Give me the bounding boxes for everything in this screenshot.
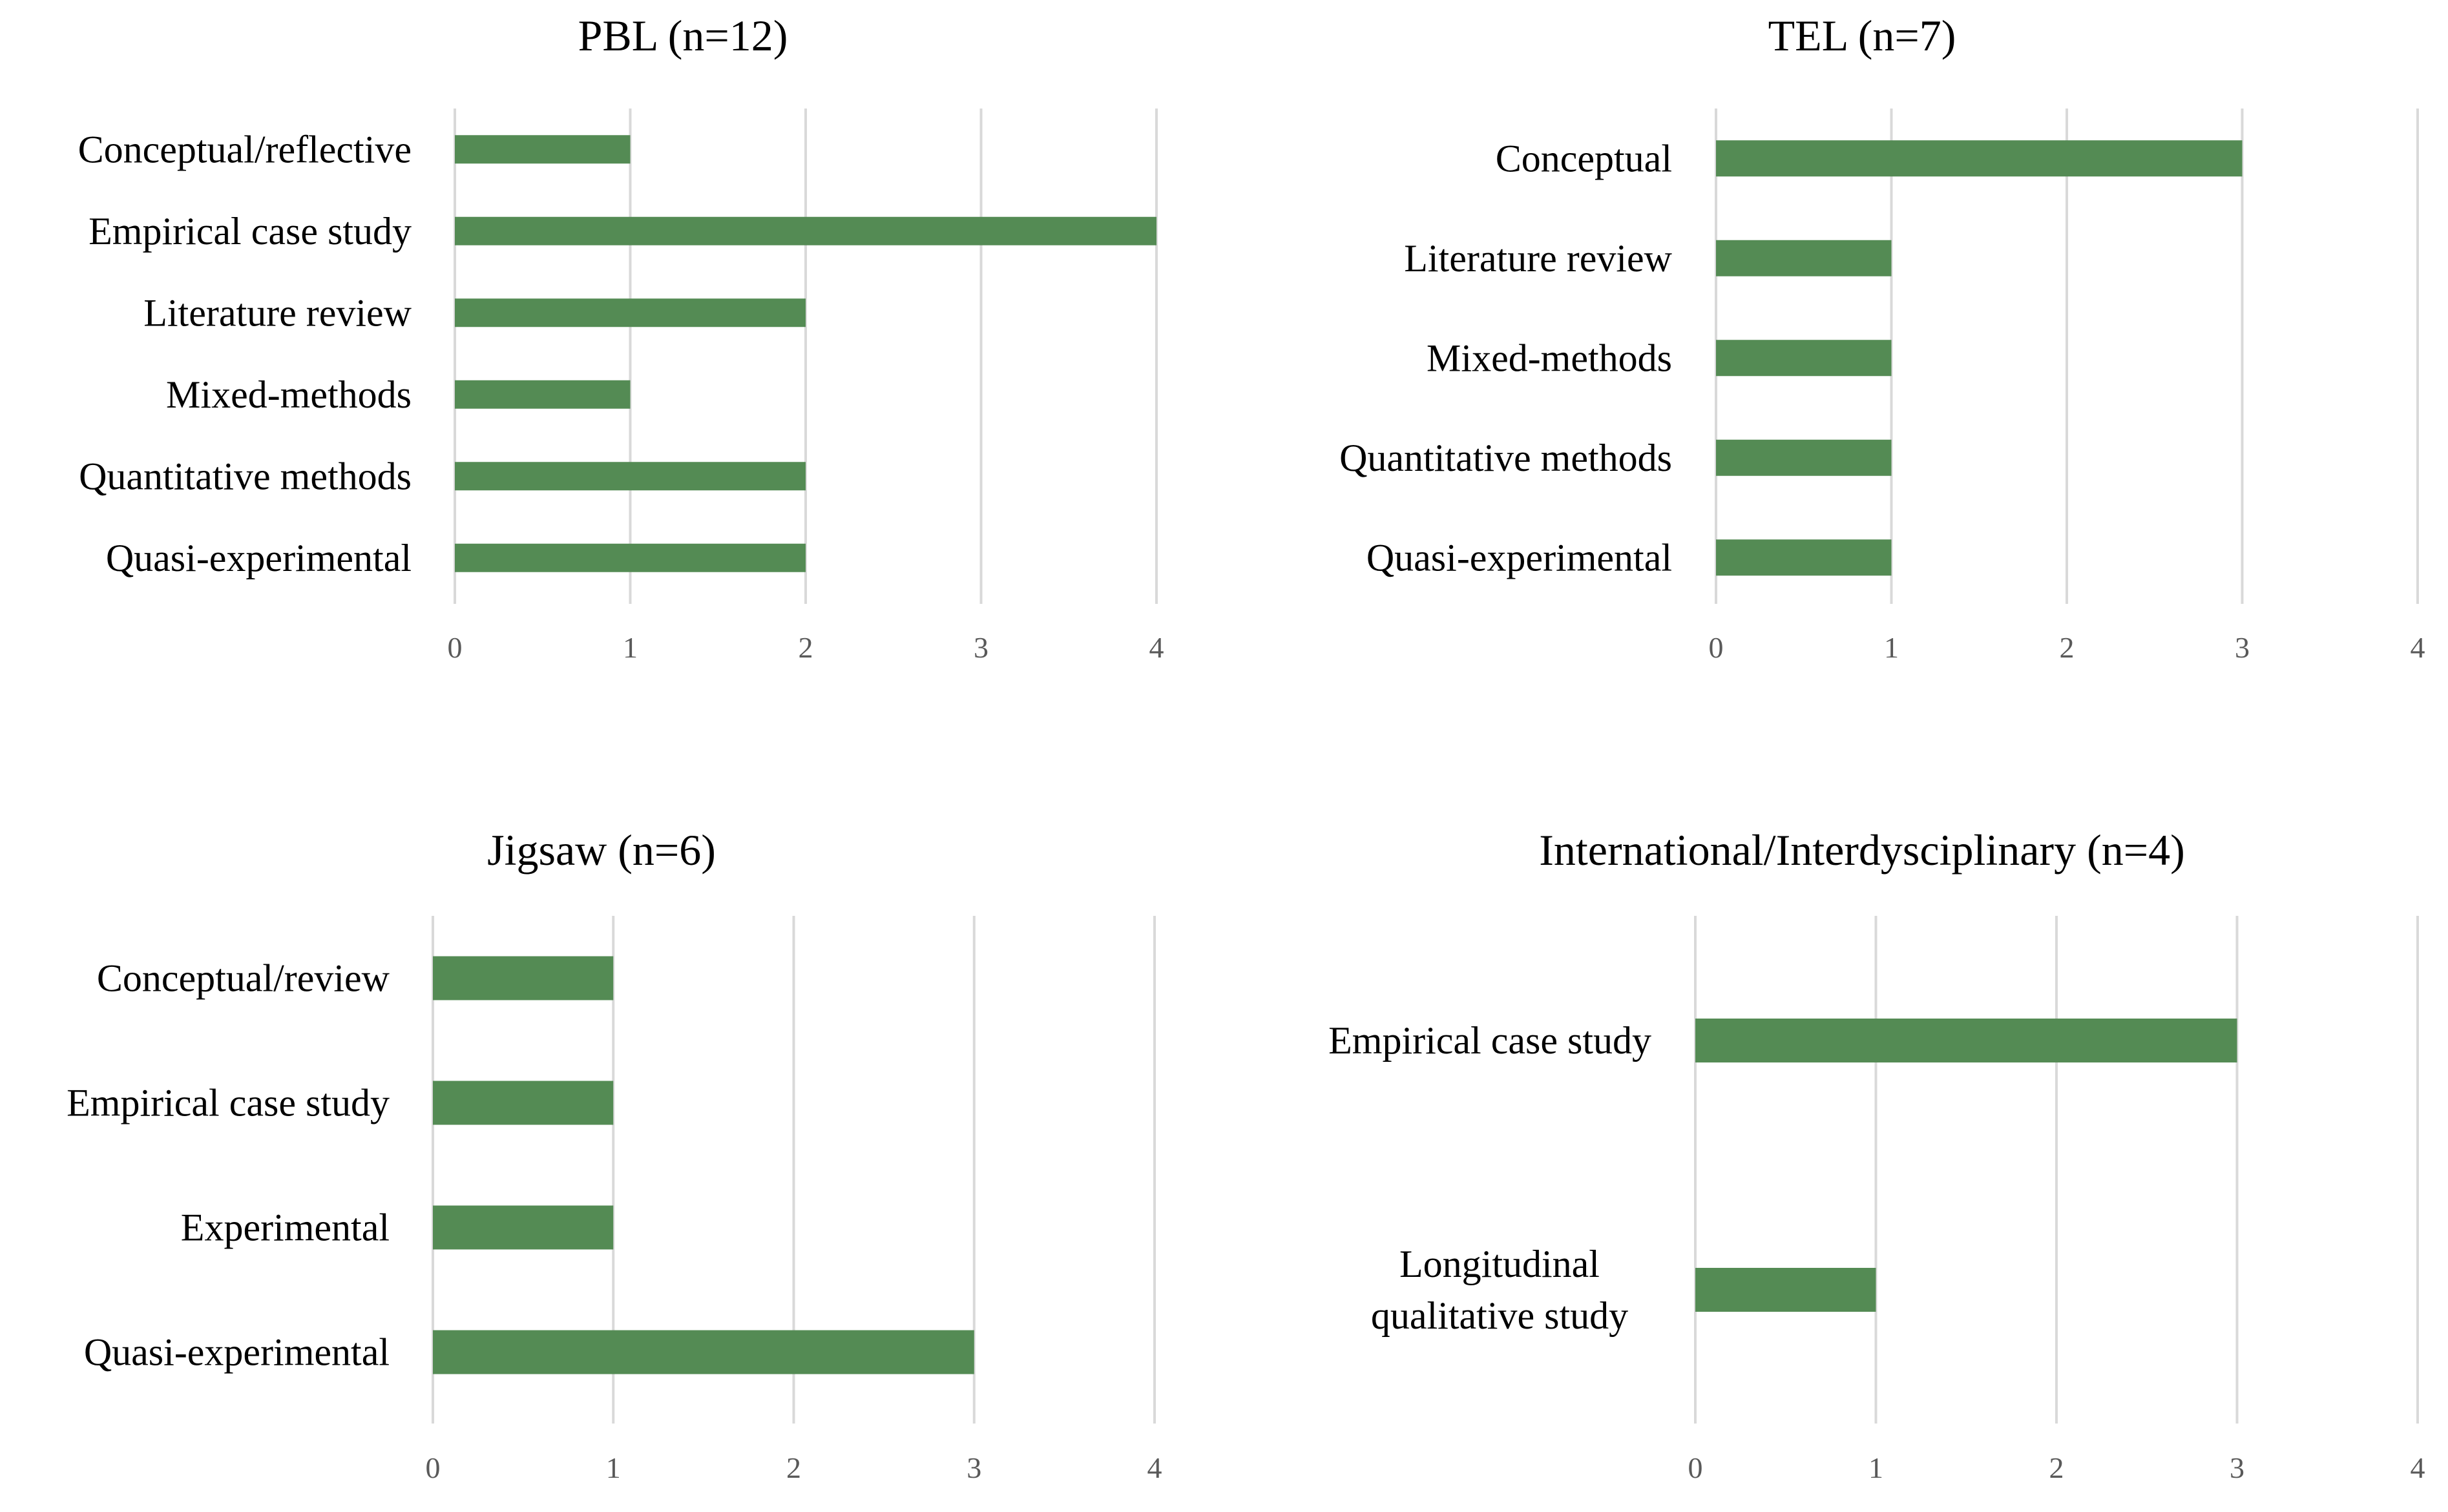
x-tick-label: 3 <box>2235 631 2250 664</box>
chart-panel-3: Jigsaw (n=6) 0 1 2 3 4 Conceptual/review Empiri… <box>67 825 1162 1484</box>
bar <box>1716 240 1892 276</box>
x-tick-label: 3 <box>2230 1451 2244 1484</box>
chart-title: International/Interdysciplinary (n=4) <box>1539 825 2184 875</box>
x-tick-label: 3 <box>974 631 989 664</box>
category-label: Quantitative methods <box>79 455 412 497</box>
category-label: Literature review <box>143 291 412 334</box>
category-label: Conceptual <box>1496 137 1672 180</box>
x-tick-label: 0 <box>1688 1451 1703 1484</box>
bar <box>455 216 1156 245</box>
bar <box>1716 439 1892 476</box>
x-tick-label: 3 <box>967 1451 981 1484</box>
x-tick-label: 2 <box>2060 631 2075 664</box>
x-tick-label: 0 <box>1709 631 1724 664</box>
x-tick-label: 0 <box>426 1451 441 1484</box>
x-tick-label: 4 <box>1149 631 1164 664</box>
x-tick-label: 2 <box>786 1451 801 1484</box>
x-tick-label: 4 <box>2411 1451 2425 1484</box>
bar <box>433 1081 614 1125</box>
x-tick-label: 1 <box>606 1451 621 1484</box>
x-tick-label: 1 <box>1868 1451 1883 1484</box>
category-label: Quasi-experimental <box>1366 536 1672 579</box>
category-label: Quantitative methods <box>1339 437 1672 479</box>
bar <box>1716 140 2243 177</box>
bar <box>455 462 806 491</box>
category-label: Mixed-methods <box>1427 337 1672 379</box>
x-tick-label: 0 <box>448 631 463 664</box>
bar <box>433 1330 974 1374</box>
category-label: Literature review <box>1404 237 1672 280</box>
category-label: Empirical case study <box>89 210 412 253</box>
category-label: Empirical case study <box>1328 1019 1651 1062</box>
category-label: Empirical case study <box>67 1082 390 1124</box>
category-label: Longitudinal qualitative study <box>1371 1243 1628 1337</box>
x-tick-label: 4 <box>1147 1451 1162 1484</box>
bar <box>433 1205 614 1250</box>
bar <box>455 543 806 572</box>
bar <box>455 380 631 409</box>
category-label: Quasi-experimental <box>106 537 412 579</box>
bar <box>1716 340 1892 377</box>
chart-title: PBL (n=12) <box>578 11 788 60</box>
x-tick-label: 2 <box>799 631 813 664</box>
category-label: Experimental <box>181 1206 390 1249</box>
bar <box>1716 539 1892 576</box>
chart-title: Jigsaw (n=6) <box>487 825 716 875</box>
category-label: Conceptual/reflective <box>78 128 412 171</box>
x-tick-label: 2 <box>2049 1451 2064 1484</box>
category-label: Conceptual/review <box>97 957 390 1000</box>
x-tick-label: 1 <box>1884 631 1899 664</box>
bar <box>455 298 806 327</box>
chart-panel-2: TEL (n=7) 0 1 2 3 4 Conceptual Literature revie… <box>1339 11 2425 664</box>
x-tick-label: 1 <box>623 631 638 664</box>
x-tick-label: 4 <box>2411 631 2425 664</box>
chart-panel-4: International/Interdysciplinary (n=4) 0 1 2… <box>1328 825 2425 1484</box>
category-label: Quasi-experimental <box>84 1331 390 1374</box>
chart-title: TEL (n=7) <box>1768 11 1956 60</box>
bar <box>455 135 631 164</box>
category-label: Mixed-methods <box>166 373 412 416</box>
bar <box>1695 1019 2237 1062</box>
bar <box>1695 1268 1876 1312</box>
chart-panel-1: PBL (n=12) 0 1 2 3 4 Conceptual/reflective Empi… <box>78 11 1164 664</box>
bar <box>433 956 614 1000</box>
